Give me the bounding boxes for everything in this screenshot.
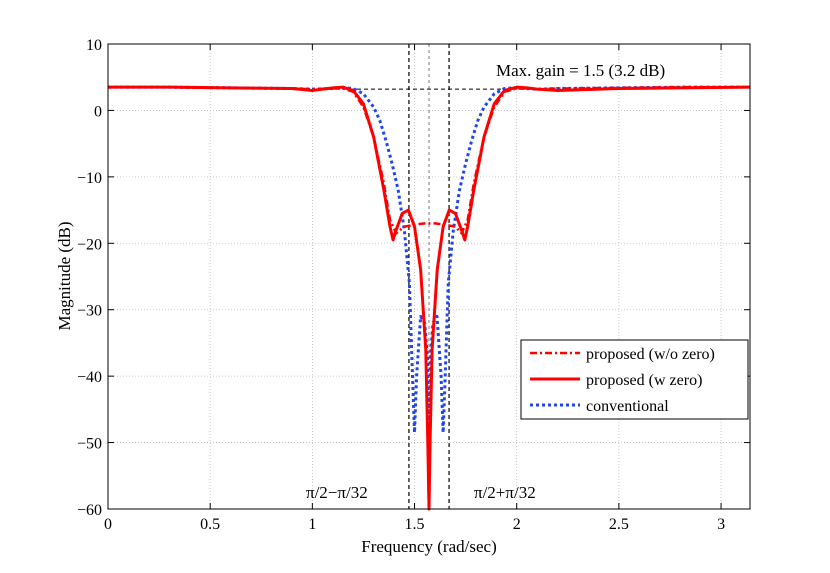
legend: proposed (w/o zero) proposed (w zero) co… — [520, 339, 749, 420]
x-tick-label: 0.5 — [200, 516, 220, 533]
plot-frame — [107, 43, 751, 510]
x-tick-label: 2 — [513, 516, 521, 533]
legend-label-conventional: conventional — [586, 398, 669, 415]
y-tick-label: 0 — [94, 103, 102, 120]
annotation-right-edge: π/2+π/32 — [474, 483, 536, 502]
x-axis-title: Frequency (rad/sec) — [361, 537, 496, 556]
legend-label-proposed-w-zero: proposed (w zero) — [586, 372, 702, 389]
y-tick-label: 10 — [86, 37, 102, 54]
y-tick-label: −30 — [77, 303, 102, 320]
series-proposed-w-zero — [108, 85, 751, 511]
y-tick-label: −20 — [77, 236, 102, 253]
series-layer — [108, 85, 751, 511]
reference-lines — [343, 44, 517, 509]
x-tick-label: 3 — [717, 516, 725, 533]
x-tick-labels: 0 0.5 1 1.5 2 2.5 3 — [104, 516, 725, 533]
y-tick-label: −40 — [77, 369, 102, 386]
x-tick-label: 1.5 — [405, 516, 425, 533]
y-tick-labels: 10 0 −10 −20 −30 −40 −50 −60 — [77, 37, 102, 519]
y-axis-title: Magnitude (dB) — [55, 221, 74, 330]
legend-label-proposed-wo-zero: proposed (w/o zero) — [586, 346, 715, 363]
annotation-max-gain: Max. gain = 1.5 (3.2 dB) — [496, 61, 665, 80]
x-tick-label: 0 — [104, 516, 112, 533]
x-tick-label: 2.5 — [609, 516, 629, 533]
y-tick-label: −60 — [77, 502, 102, 519]
annotation-left-edge: π/2−π/32 — [306, 483, 368, 502]
x-tick-label: 1 — [308, 516, 316, 533]
y-tick-label: −10 — [77, 170, 102, 187]
y-tick-label: −50 — [77, 436, 102, 453]
